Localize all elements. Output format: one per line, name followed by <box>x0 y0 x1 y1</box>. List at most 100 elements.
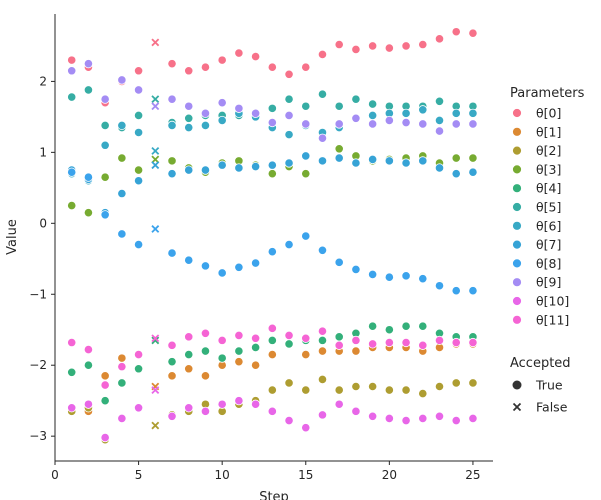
data-point <box>83 85 94 95</box>
legend-marker <box>512 239 522 250</box>
data-point <box>184 255 194 265</box>
data-point <box>317 49 328 60</box>
y-tick-label: 2 <box>39 74 47 88</box>
data-point <box>351 94 361 104</box>
data-point <box>418 388 428 399</box>
series-10 <box>67 386 478 443</box>
data-point <box>434 411 445 421</box>
data-point <box>234 48 244 58</box>
data-point <box>133 85 144 95</box>
data-point <box>301 349 311 360</box>
data-point <box>301 231 311 241</box>
data-point <box>317 410 328 420</box>
data-point <box>384 115 394 126</box>
data-point <box>468 119 478 129</box>
x-tick-label: 10 <box>215 468 230 482</box>
legend-marker <box>512 183 522 194</box>
data-point <box>451 169 461 179</box>
data-point <box>200 108 211 118</box>
series-11 <box>67 323 478 390</box>
data-point <box>251 161 261 172</box>
data-point <box>401 415 411 426</box>
data-point <box>83 360 94 370</box>
data-point <box>334 39 344 50</box>
legend-marker <box>512 277 522 288</box>
legend-marker-x <box>512 402 522 412</box>
data-point <box>451 119 461 129</box>
legend-label: θ[3] <box>536 162 561 177</box>
data-point <box>133 239 144 250</box>
data-point <box>117 153 127 163</box>
series-7 <box>67 151 478 218</box>
data-point <box>167 411 177 421</box>
data-point <box>100 140 110 150</box>
data-point-rejected <box>151 38 160 47</box>
legend-label: θ[0] <box>536 106 561 121</box>
data-point <box>167 340 177 350</box>
data-point <box>401 337 411 348</box>
legend-label: θ[5] <box>536 200 561 215</box>
data-point-rejected <box>151 421 160 430</box>
data-point <box>100 172 110 182</box>
data-point <box>317 133 328 143</box>
legend-label: False <box>536 400 568 415</box>
data-point <box>251 342 261 353</box>
data-point <box>83 345 94 355</box>
data-point-rejected <box>151 155 160 164</box>
data-point <box>301 423 311 433</box>
data-point <box>334 119 344 129</box>
data-point-rejected <box>151 386 160 394</box>
data-point <box>184 364 194 374</box>
data-point <box>451 27 461 37</box>
data-point <box>184 113 194 123</box>
data-point-rejected <box>151 161 160 170</box>
data-point <box>117 362 127 372</box>
x-tick-label: 0 <box>51 468 59 482</box>
data-point <box>334 332 344 342</box>
data-point <box>200 406 211 416</box>
data-point <box>117 413 127 424</box>
data-point <box>267 103 277 113</box>
data-point <box>434 163 445 173</box>
data-point <box>451 415 461 426</box>
data-point <box>368 154 378 165</box>
series-0 <box>67 27 478 108</box>
data-point <box>418 340 428 350</box>
y-tick-label: −3 <box>29 429 47 443</box>
legend-marker <box>512 296 522 306</box>
legend-label: θ[7] <box>536 237 561 252</box>
data-point-rejected <box>151 334 160 343</box>
data-point <box>317 156 328 166</box>
data-point <box>217 160 227 170</box>
data-point <box>200 261 211 271</box>
series-4 <box>67 321 478 406</box>
data-point <box>267 335 277 345</box>
data-point <box>234 103 244 113</box>
data-point <box>401 271 411 281</box>
data-point <box>418 321 428 331</box>
legend-title-parameters: Parameters <box>510 86 585 101</box>
data-point <box>434 281 445 291</box>
axes: 0 5 10 15 20 25 −3 −2 −1 0 1 2 <box>29 14 493 482</box>
data-point <box>434 96 445 106</box>
data-point <box>434 335 445 345</box>
data-point <box>401 41 411 51</box>
data-point <box>284 239 294 250</box>
data-point <box>167 59 177 69</box>
data-point <box>284 110 294 121</box>
data-point <box>317 346 328 356</box>
data-point <box>317 326 328 336</box>
data-point <box>217 55 227 65</box>
data-point <box>217 335 227 345</box>
series-8 <box>67 167 478 296</box>
data-points <box>67 27 478 445</box>
data-point <box>184 332 194 342</box>
data-point <box>284 330 294 341</box>
data-point <box>167 169 177 179</box>
data-point <box>234 346 244 356</box>
data-point <box>251 360 261 370</box>
data-point <box>167 357 177 367</box>
data-point <box>184 403 194 413</box>
data-point <box>401 117 411 128</box>
data-point <box>133 66 144 76</box>
